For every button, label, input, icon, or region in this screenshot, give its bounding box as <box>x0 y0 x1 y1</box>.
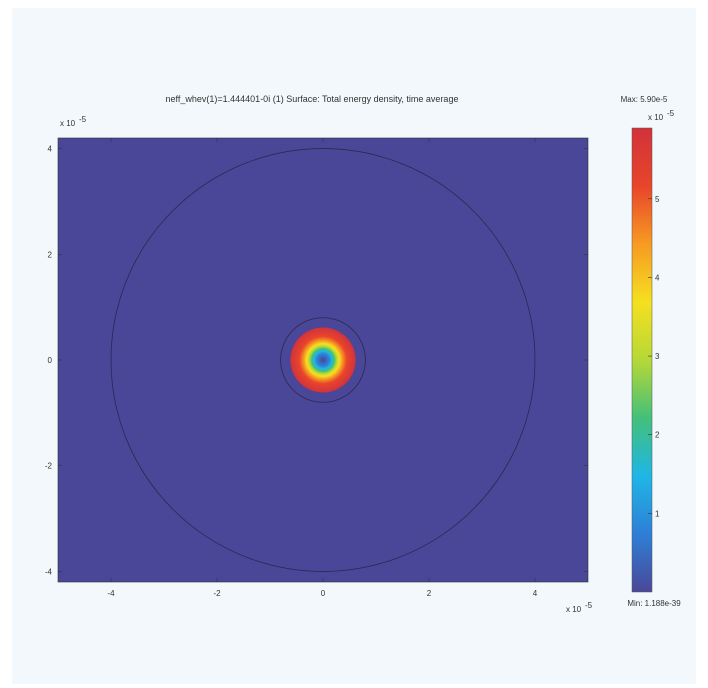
chart-svg: neff_whev(1)=1.444401-0i (1) Surface: To… <box>45 94 682 614</box>
colorbar-tick-label: 2 <box>655 431 660 440</box>
y-tick-label: 0 <box>48 356 53 365</box>
x-exponent-base: x 10 <box>566 605 582 614</box>
x-tick-label: 2 <box>427 589 432 598</box>
y-axis-exponent: x 10 -5 <box>60 115 87 128</box>
x-axis-ticks: -4 -2 0 2 4 <box>107 138 538 598</box>
y-exponent-power: -5 <box>79 115 87 124</box>
colorbar-tick-label: 1 <box>655 509 660 518</box>
y-tick-label: -4 <box>45 567 53 576</box>
x-tick-label: 0 <box>321 589 326 598</box>
field-hotspot <box>290 327 356 393</box>
chart-title: neff_whev(1)=1.444401-0i (1) Surface: To… <box>166 94 459 104</box>
boundary-core-ring <box>280 317 366 403</box>
colorbar-tick-label: 5 <box>655 195 660 204</box>
y-tick-label: 2 <box>48 250 53 259</box>
x-axis-exponent: x 10 -5 <box>566 601 593 614</box>
x-exponent-power: -5 <box>585 601 593 610</box>
boundary-outer-cladding <box>110 148 536 572</box>
x-tick-label: -4 <box>107 589 115 598</box>
y-exponent-base: x 10 <box>60 119 76 128</box>
colorbar-exponent-power: -5 <box>667 109 675 118</box>
y-tick-label: 4 <box>48 145 53 154</box>
geometry-boundaries <box>110 148 536 572</box>
colorbar-scale <box>631 127 653 593</box>
colorbar-ticks: 1 2 3 4 5 <box>648 195 660 518</box>
colorbar-exponent-base: x 10 <box>648 113 664 122</box>
x-tick-label: -2 <box>213 589 221 598</box>
y-axis-ticks: 4 2 0 -2 -4 <box>45 145 588 576</box>
y-tick-label: -2 <box>45 462 53 471</box>
colorbar-min-label: Min: 1.188e-39 <box>627 599 681 608</box>
colorbar: Max: 5.90e-5 x 10 -5 1 2 3 4 5 Min: 1.188e-3… <box>621 95 682 608</box>
energy-density-field <box>290 327 356 393</box>
colorbar-tick-label: 4 <box>655 273 660 282</box>
figure-panel: neff_whev(1)=1.444401-0i (1) Surface: To… <box>12 8 696 684</box>
colorbar-tick-label: 3 <box>655 352 660 361</box>
x-tick-label: 4 <box>533 589 538 598</box>
colorbar-max-label: Max: 5.90e-5 <box>621 95 668 104</box>
